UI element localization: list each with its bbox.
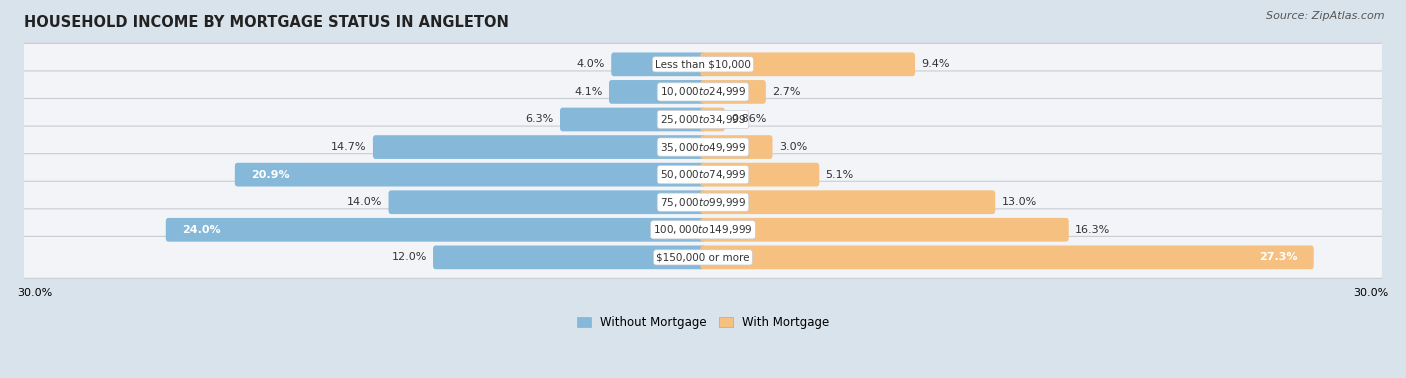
FancyBboxPatch shape bbox=[17, 181, 1389, 223]
Legend: Without Mortgage, With Mortgage: Without Mortgage, With Mortgage bbox=[576, 316, 830, 329]
FancyBboxPatch shape bbox=[700, 246, 1313, 269]
FancyBboxPatch shape bbox=[17, 43, 1389, 85]
FancyBboxPatch shape bbox=[700, 218, 1069, 242]
FancyBboxPatch shape bbox=[433, 246, 706, 269]
FancyBboxPatch shape bbox=[235, 163, 706, 186]
Text: 13.0%: 13.0% bbox=[1001, 197, 1036, 207]
Text: 24.0%: 24.0% bbox=[181, 225, 221, 235]
FancyBboxPatch shape bbox=[700, 163, 820, 186]
Text: $10,000 to $24,999: $10,000 to $24,999 bbox=[659, 85, 747, 98]
Text: Less than $10,000: Less than $10,000 bbox=[655, 59, 751, 69]
FancyBboxPatch shape bbox=[388, 191, 706, 214]
Text: 12.0%: 12.0% bbox=[391, 253, 427, 262]
FancyBboxPatch shape bbox=[373, 135, 706, 159]
FancyBboxPatch shape bbox=[166, 218, 706, 242]
FancyBboxPatch shape bbox=[609, 80, 706, 104]
FancyBboxPatch shape bbox=[17, 154, 1389, 195]
Text: $75,000 to $99,999: $75,000 to $99,999 bbox=[659, 196, 747, 209]
FancyBboxPatch shape bbox=[17, 236, 1389, 278]
Text: 9.4%: 9.4% bbox=[921, 59, 950, 69]
Text: 4.0%: 4.0% bbox=[576, 59, 605, 69]
Text: 14.7%: 14.7% bbox=[332, 142, 367, 152]
Text: 20.9%: 20.9% bbox=[250, 170, 290, 180]
Text: 2.7%: 2.7% bbox=[772, 87, 800, 97]
Text: $100,000 to $149,999: $100,000 to $149,999 bbox=[654, 223, 752, 236]
Text: 27.3%: 27.3% bbox=[1260, 253, 1298, 262]
Text: 6.3%: 6.3% bbox=[526, 115, 554, 124]
FancyBboxPatch shape bbox=[700, 135, 772, 159]
FancyBboxPatch shape bbox=[700, 80, 766, 104]
FancyBboxPatch shape bbox=[560, 108, 706, 131]
FancyBboxPatch shape bbox=[17, 209, 1389, 251]
Text: $25,000 to $34,999: $25,000 to $34,999 bbox=[659, 113, 747, 126]
FancyBboxPatch shape bbox=[700, 108, 725, 131]
Text: $35,000 to $49,999: $35,000 to $49,999 bbox=[659, 141, 747, 153]
Text: 14.0%: 14.0% bbox=[347, 197, 382, 207]
FancyBboxPatch shape bbox=[700, 53, 915, 76]
Text: 3.0%: 3.0% bbox=[779, 142, 807, 152]
FancyBboxPatch shape bbox=[700, 191, 995, 214]
Text: $150,000 or more: $150,000 or more bbox=[657, 253, 749, 262]
FancyBboxPatch shape bbox=[17, 126, 1389, 168]
FancyBboxPatch shape bbox=[17, 71, 1389, 113]
FancyBboxPatch shape bbox=[612, 53, 706, 76]
Text: 5.1%: 5.1% bbox=[825, 170, 853, 180]
Text: 16.3%: 16.3% bbox=[1076, 225, 1111, 235]
FancyBboxPatch shape bbox=[17, 99, 1389, 141]
Text: $50,000 to $74,999: $50,000 to $74,999 bbox=[659, 168, 747, 181]
Text: HOUSEHOLD INCOME BY MORTGAGE STATUS IN ANGLETON: HOUSEHOLD INCOME BY MORTGAGE STATUS IN A… bbox=[24, 15, 509, 30]
Text: 0.86%: 0.86% bbox=[731, 115, 766, 124]
Text: Source: ZipAtlas.com: Source: ZipAtlas.com bbox=[1267, 11, 1385, 21]
Text: 4.1%: 4.1% bbox=[575, 87, 603, 97]
